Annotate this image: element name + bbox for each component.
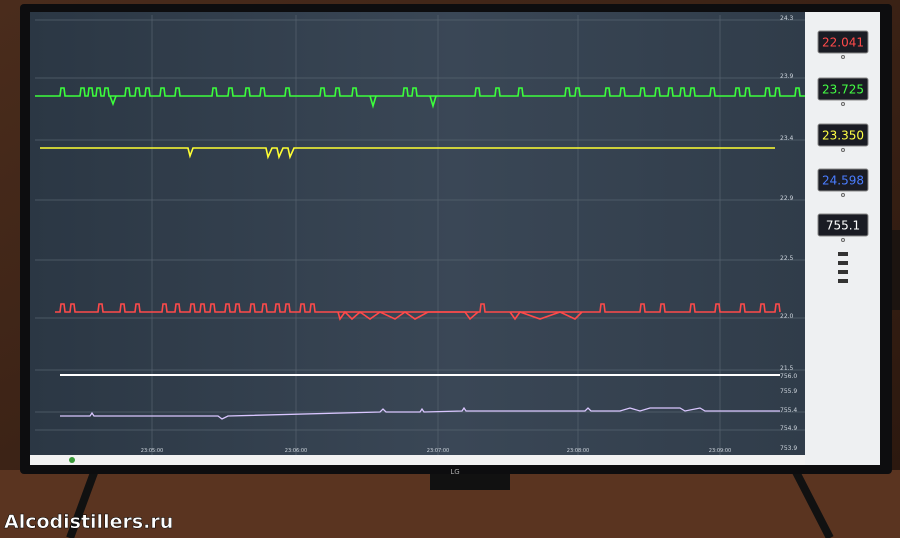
axis-label: 755.9 xyxy=(780,388,797,395)
readouts: 22.041 23.725 23.350 24.598 755.1 xyxy=(817,30,869,242)
tv-logo: LG xyxy=(450,468,459,476)
readout-value: 755.1 xyxy=(826,219,860,233)
readout-value: 24.598 xyxy=(822,174,864,188)
readout-box xyxy=(817,30,869,54)
traces xyxy=(35,87,805,420)
readout-box xyxy=(817,123,869,147)
readout-box xyxy=(817,77,869,101)
trace xyxy=(60,406,780,420)
readout-value: 23.725 xyxy=(822,83,864,97)
trace xyxy=(40,147,775,160)
readout-dot xyxy=(841,102,845,106)
trace xyxy=(35,87,805,97)
trace xyxy=(337,310,583,321)
readout-box xyxy=(817,213,869,237)
axis-label: 754.9 xyxy=(780,425,797,432)
axis-label: 24.3 xyxy=(780,15,794,22)
readout-box xyxy=(817,168,869,192)
watermark: Alcodistillers.ru xyxy=(4,511,173,533)
axis-label: 23.9 xyxy=(780,73,794,80)
readout-dot xyxy=(841,55,845,59)
readout-value: 22.041 xyxy=(822,36,864,50)
axis-label: 23.4 xyxy=(780,135,794,142)
axis-label: 22.9 xyxy=(780,195,794,202)
readout-value: 23.350 xyxy=(822,129,864,143)
tv-foot xyxy=(430,474,510,490)
time-label: 23:09:00 xyxy=(709,448,731,454)
status-icon xyxy=(69,457,75,463)
tv-stand xyxy=(66,468,834,538)
time-label: 23:07:00 xyxy=(427,448,449,454)
time-label: 23:08:00 xyxy=(567,448,589,454)
axis-label: 22.5 xyxy=(780,255,794,262)
axis-label: 22.0 xyxy=(780,313,794,320)
menu-icon xyxy=(838,252,848,283)
readout-dot xyxy=(841,238,845,242)
time-label: 23:05:00 xyxy=(141,448,163,454)
axis-label: 21.5 xyxy=(780,365,794,372)
trace xyxy=(109,95,437,109)
axis-label: 756.0 xyxy=(780,373,797,380)
grid xyxy=(35,15,805,455)
axis-label: 755.4 xyxy=(780,407,797,414)
screen xyxy=(30,12,880,465)
axis-label: 753.9 xyxy=(780,445,797,452)
readout-dot xyxy=(841,193,845,197)
readout-dot xyxy=(841,148,845,152)
trace xyxy=(55,303,781,313)
status-bar xyxy=(30,455,805,465)
time-label: 23:06:00 xyxy=(285,448,307,454)
